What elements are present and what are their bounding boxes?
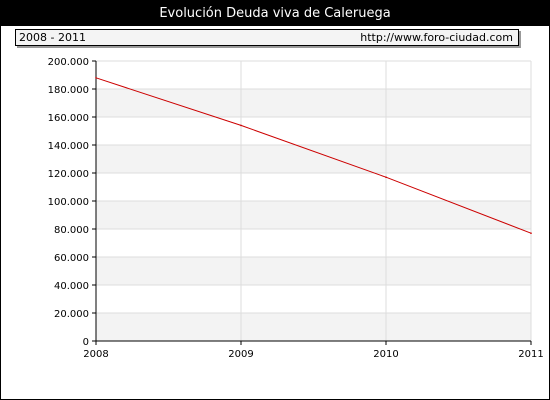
y-tick-label: 140.000 xyxy=(48,141,89,152)
y-tick-label: 100.000 xyxy=(48,197,89,208)
x-tick-label: 2008 xyxy=(83,349,108,360)
y-tick-label: 20.000 xyxy=(54,309,89,320)
chart-title: Evolución Deuda viva de Caleruega xyxy=(1,1,549,26)
source-url: http://www.foro-ciudad.com xyxy=(360,31,513,44)
y-tick-label: 80.000 xyxy=(54,225,89,236)
x-tick-label: 2010 xyxy=(373,349,398,360)
plot-band xyxy=(96,313,531,341)
y-tick-label: 0 xyxy=(83,337,89,348)
data-point xyxy=(530,232,532,234)
plot-band xyxy=(96,201,531,229)
y-tick-label: 180.000 xyxy=(48,85,89,96)
y-tick-label: 160.000 xyxy=(48,113,89,124)
series-line xyxy=(95,77,532,234)
data-point xyxy=(385,176,387,178)
info-bar: 2008 - 2011 http://www.foro-ciudad.com xyxy=(15,29,519,46)
x-tick-label: 2011 xyxy=(518,349,543,360)
y-tick-label: 60.000 xyxy=(54,253,89,264)
period-label: 2008 - 2011 xyxy=(19,31,86,44)
x-tick-label: 2009 xyxy=(228,349,253,360)
y-tick-label: 40.000 xyxy=(54,281,89,292)
data-point xyxy=(95,77,97,79)
data-point xyxy=(240,124,242,127)
y-tick-label: 120.000 xyxy=(48,169,89,180)
y-tick-label: 200.000 xyxy=(48,57,89,68)
plot-band xyxy=(96,145,531,173)
plot-band xyxy=(96,89,531,117)
plot-band xyxy=(96,257,531,285)
